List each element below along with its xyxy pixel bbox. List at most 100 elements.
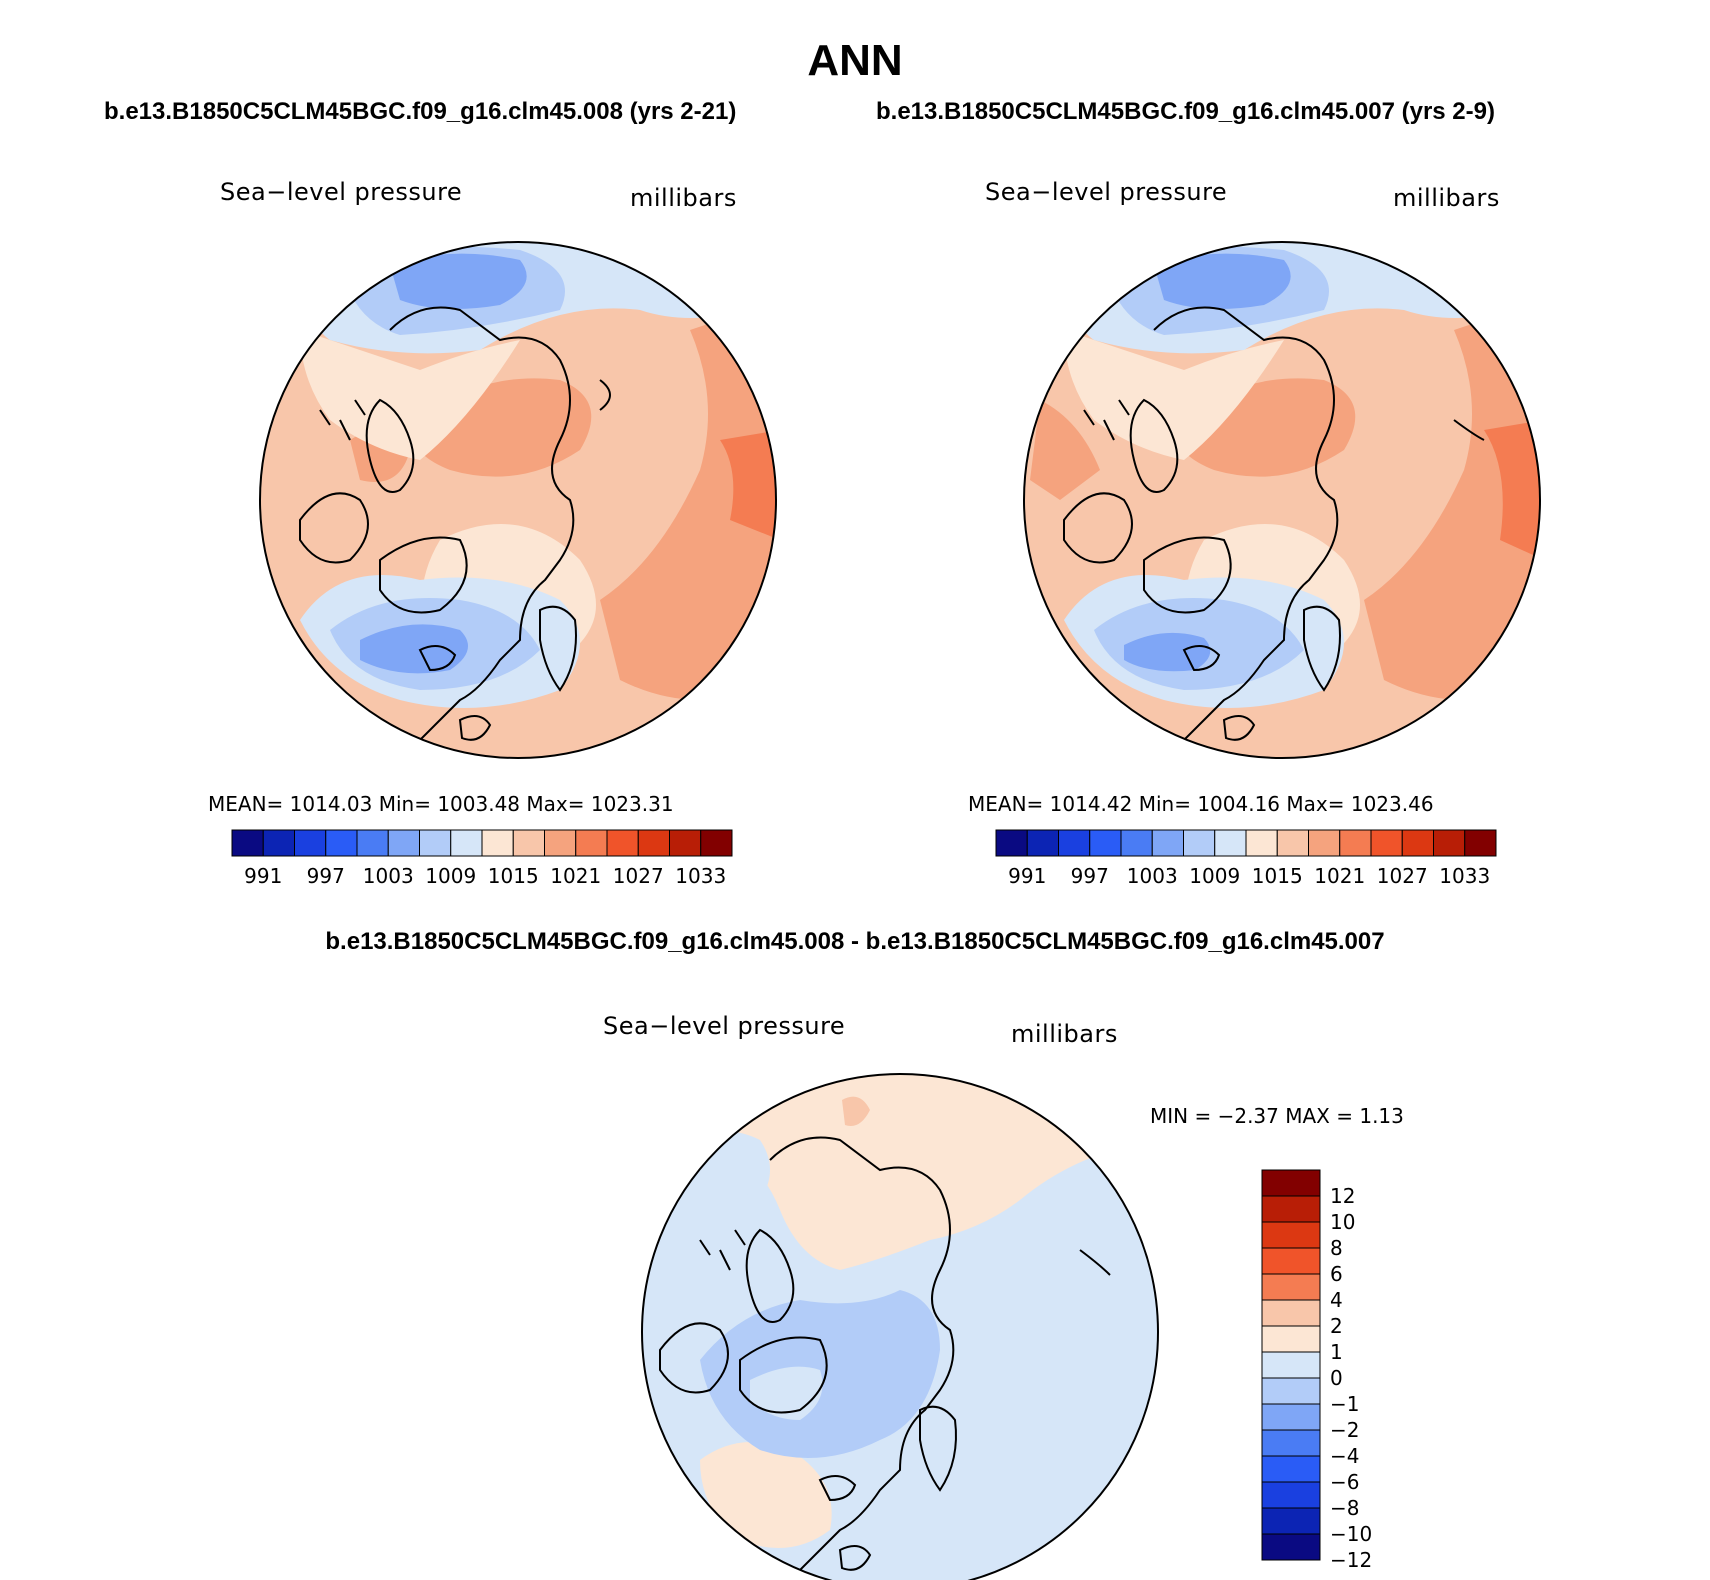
case1-colorbar-swatch [419, 829, 452, 857]
difference-colorbar-tick-label: −4 [1330, 1444, 1360, 1468]
case2-stats: MEAN= 1014.42 Min= 1004.16 Max= 1023.46 [968, 792, 1434, 816]
case1-colorbar-swatch [544, 829, 577, 857]
case1-colorbar-swatch [606, 829, 639, 857]
case2-colorbar-tick-label: 997 [1070, 864, 1109, 888]
case2-colorbar-swatch [1245, 829, 1278, 857]
page-title: ANN [807, 36, 903, 85]
case2-colorbar-swatch [1433, 829, 1466, 857]
case2-map [1023, 241, 1541, 759]
case1-units-label: millibars [630, 184, 737, 212]
case2-colorbar-swatch [1151, 829, 1184, 857]
case2-colorbar-swatch [1401, 829, 1434, 857]
difference-colorbar-tick-label: −2 [1330, 1418, 1360, 1442]
diff-variable-label: Sea−level pressure [603, 1012, 846, 1040]
case1-colorbar-tick-label: 991 [244, 864, 283, 888]
case2-colorbar [995, 829, 1497, 857]
case2-heading: b.e13.B1850C5CLM45BGC.f09_g16.clm45.007 … [876, 98, 1495, 125]
case1-colorbar-swatch [481, 829, 514, 857]
case2-colorbar-tick-label: 1021 [1314, 864, 1366, 888]
case1-colorbar-swatch [356, 829, 389, 857]
difference-colorbar-swatch [1261, 1169, 1321, 1197]
difference-heading: b.e13.B1850C5CLM45BGC.f09_g16.clm45.008 … [325, 928, 1385, 955]
difference-colorbar-tick-label: 10 [1330, 1210, 1356, 1234]
case1-colorbar-tick-label: 1009 [425, 864, 477, 888]
difference-colorbar-tick-label: 4 [1330, 1288, 1343, 1312]
case1-colorbar-swatch [262, 829, 295, 857]
case1-heading: b.e13.B1850C5CLM45BGC.f09_g16.clm45.008 … [104, 98, 737, 125]
difference-colorbar-swatch [1261, 1247, 1321, 1275]
case2-colorbar-swatch [995, 829, 1028, 857]
case2-colorbar-swatch [1058, 829, 1091, 857]
difference-colorbar-tick-label: 8 [1330, 1236, 1343, 1260]
case2-colorbar-tick-label: 1009 [1189, 864, 1241, 888]
difference-colorbar-swatch [1261, 1403, 1321, 1431]
case1-colorbar-swatch [387, 829, 420, 857]
case2-variable-label: Sea−level pressure [985, 178, 1228, 206]
case1-colorbar-tick-label: 1033 [675, 864, 727, 888]
case2-colorbar-swatch [1026, 829, 1059, 857]
difference-colorbar [1261, 1169, 1321, 1561]
difference-colorbar-swatch [1261, 1455, 1321, 1483]
case1-colorbar-tick-label: 997 [306, 864, 345, 888]
case2-colorbar-tick-label: 1033 [1439, 864, 1491, 888]
diff-units-label: millibars [1011, 1020, 1118, 1048]
case1-colorbar-swatch [575, 829, 608, 857]
difference-colorbar-swatch [1261, 1533, 1321, 1561]
case1-colorbar-swatch [669, 829, 702, 857]
case1-map-border [259, 241, 777, 759]
case1-colorbar-swatch [637, 829, 670, 857]
case1-colorbar-tick-label: 1027 [612, 864, 664, 888]
case1-colorbar [231, 829, 733, 857]
difference-colorbar-tick-label: −10 [1330, 1522, 1373, 1546]
case2-colorbar-swatch [1464, 829, 1497, 857]
difference-colorbar-tick-label: −1 [1330, 1392, 1360, 1416]
difference-colorbar-tick-label: −8 [1330, 1496, 1360, 1520]
difference-colorbar-swatch [1261, 1221, 1321, 1249]
case2-colorbar-swatch [1339, 829, 1372, 857]
difference-colorbar-swatch [1261, 1299, 1321, 1327]
case2-colorbar-swatch [1276, 829, 1309, 857]
case1-colorbar-swatch [325, 829, 358, 857]
difference-colorbar-tick-label: 2 [1330, 1314, 1343, 1338]
case1-colorbar-tick-label: 1021 [550, 864, 602, 888]
case2-map-border [1023, 241, 1541, 759]
difference-colorbar-tick-label: 12 [1330, 1184, 1356, 1208]
case2-colorbar-swatch [1308, 829, 1341, 857]
case2-colorbar-swatch [1214, 829, 1247, 857]
difference-map [641, 1073, 1159, 1580]
difference-colorbar-swatch [1261, 1273, 1321, 1301]
difference-colorbar-tick-label: 0 [1330, 1366, 1343, 1390]
difference-colorbar-swatch [1261, 1195, 1321, 1223]
case2-colorbar-swatch [1370, 829, 1403, 857]
case1-colorbar-tick-label: 1003 [362, 864, 414, 888]
case1-stats: MEAN= 1014.03 Min= 1003.48 Max= 1023.31 [208, 792, 674, 816]
difference-colorbar-tick-label: −12 [1330, 1548, 1373, 1572]
case2-colorbar-swatch [1089, 829, 1122, 857]
case2-colorbar-tick-label: 1003 [1126, 864, 1178, 888]
difference-colorbar-swatch [1261, 1325, 1321, 1353]
case2-units-label: millibars [1393, 184, 1500, 212]
diff-stats: MIN = −2.37 MAX = 1.13 [1150, 1104, 1404, 1128]
case1-colorbar-swatch [450, 829, 483, 857]
difference-colorbar-swatch [1261, 1507, 1321, 1535]
case2-colorbar-swatch [1183, 829, 1216, 857]
difference-colorbar-tick-label: 6 [1330, 1262, 1343, 1286]
case1-variable-label: Sea−level pressure [220, 178, 463, 206]
case1-colorbar-tick-label: 1015 [487, 864, 539, 888]
case2-colorbar-tick-label: 991 [1008, 864, 1047, 888]
case1-colorbar-swatch [294, 829, 327, 857]
case1-colorbar-swatch [512, 829, 545, 857]
case2-colorbar-tick-label: 1027 [1376, 864, 1428, 888]
case2-colorbar-swatch [1120, 829, 1153, 857]
case1-colorbar-swatch [231, 829, 264, 857]
difference-colorbar-swatch [1261, 1481, 1321, 1509]
case1-colorbar-swatch [700, 829, 733, 857]
case1-map [259, 241, 777, 759]
difference-colorbar-tick-label: −6 [1330, 1470, 1360, 1494]
difference-colorbar-swatch [1261, 1377, 1321, 1405]
difference-map-border [641, 1073, 1159, 1580]
difference-colorbar-swatch [1261, 1429, 1321, 1457]
case2-colorbar-tick-label: 1015 [1251, 864, 1303, 888]
difference-colorbar-swatch [1261, 1351, 1321, 1379]
